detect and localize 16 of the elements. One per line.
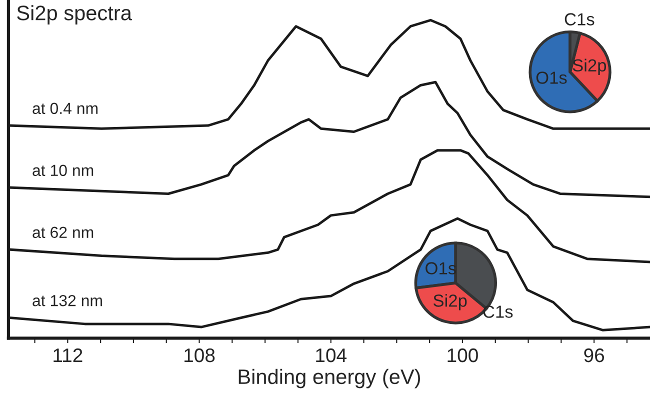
series-label: at 62 nm [32,226,94,238]
slice-label: C1s [564,13,594,26]
slice-label: C1s [483,306,513,318]
x-tick-label: 104 [316,348,347,362]
series-label: at 132 nm [32,294,102,306]
x-axis-title: Binding energy (eV) [238,368,420,388]
x-tick-label: 96 [584,348,604,362]
slice-label: Si2p [572,58,606,75]
slice-label: O1s [536,72,567,84]
slice-label: Si2p [433,294,467,310]
series-label: at 0.4 nm [32,102,98,114]
x-tick-label: 108 [184,348,215,362]
chart-title: Si2p spectra [17,5,132,24]
series-label: at 10 nm [32,164,94,176]
x-tick-label: 112 [54,348,82,362]
x-tick-label: 100 [448,348,478,362]
